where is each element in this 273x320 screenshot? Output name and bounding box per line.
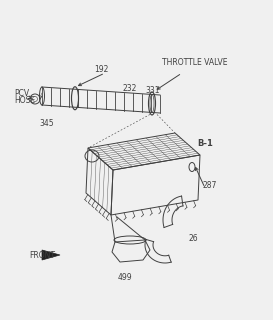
Text: HOSE: HOSE bbox=[14, 95, 35, 105]
Text: 331: 331 bbox=[146, 85, 160, 94]
Text: B-1: B-1 bbox=[197, 139, 213, 148]
Polygon shape bbox=[42, 250, 60, 260]
Text: 26: 26 bbox=[188, 234, 198, 243]
Text: FRONT: FRONT bbox=[29, 252, 55, 260]
Text: 192: 192 bbox=[94, 65, 108, 74]
Text: 232: 232 bbox=[123, 84, 137, 92]
Text: THROTTLE VALVE: THROTTLE VALVE bbox=[162, 58, 228, 67]
Text: 345: 345 bbox=[40, 118, 54, 127]
Text: 499: 499 bbox=[118, 274, 132, 283]
Text: 287: 287 bbox=[203, 180, 217, 189]
Text: PCV: PCV bbox=[14, 89, 29, 98]
